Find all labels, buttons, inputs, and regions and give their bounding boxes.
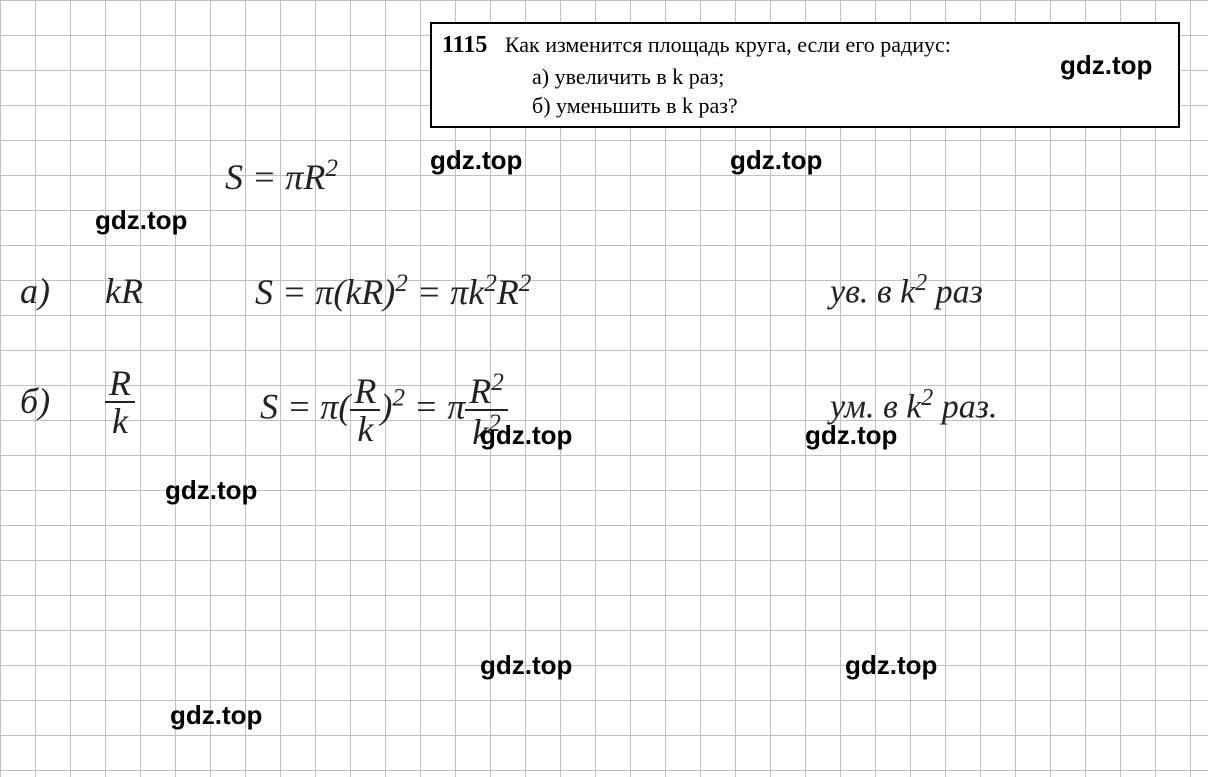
part-b-variable: R k	[105, 365, 135, 439]
watermark-text: gdz.top	[170, 700, 262, 731]
main-formula: S = πR2	[225, 155, 338, 198]
watermark-text: gdz.top	[845, 650, 937, 681]
problem-number: 1115	[442, 32, 487, 58]
watermark-text: gdz.top	[480, 650, 572, 681]
watermark-text: gdz.top	[480, 420, 572, 451]
part-a-result: ув. в k2 раз	[830, 270, 983, 311]
part-a-formula: S = π(kR)2 = πk2R2	[255, 270, 531, 313]
part-b-label: б)	[20, 380, 50, 422]
watermark-text: gdz.top	[730, 145, 822, 176]
watermark-text: gdz.top	[165, 475, 257, 506]
part-a-label: а)	[20, 270, 50, 312]
part-b-formula: S = π( R k )2 = π R2 k2	[260, 370, 508, 450]
watermark-text: gdz.top	[95, 205, 187, 236]
problem-option-b: б) уменьшить в k раз?	[532, 92, 1168, 121]
problem-question: Как изменится площадь круга, если его ра…	[505, 32, 951, 57]
watermark-text: gdz.top	[805, 420, 897, 451]
watermark-text: gdz.top	[430, 145, 522, 176]
watermark-text: gdz.top	[1060, 50, 1152, 81]
part-a-variable: kR	[105, 270, 143, 312]
